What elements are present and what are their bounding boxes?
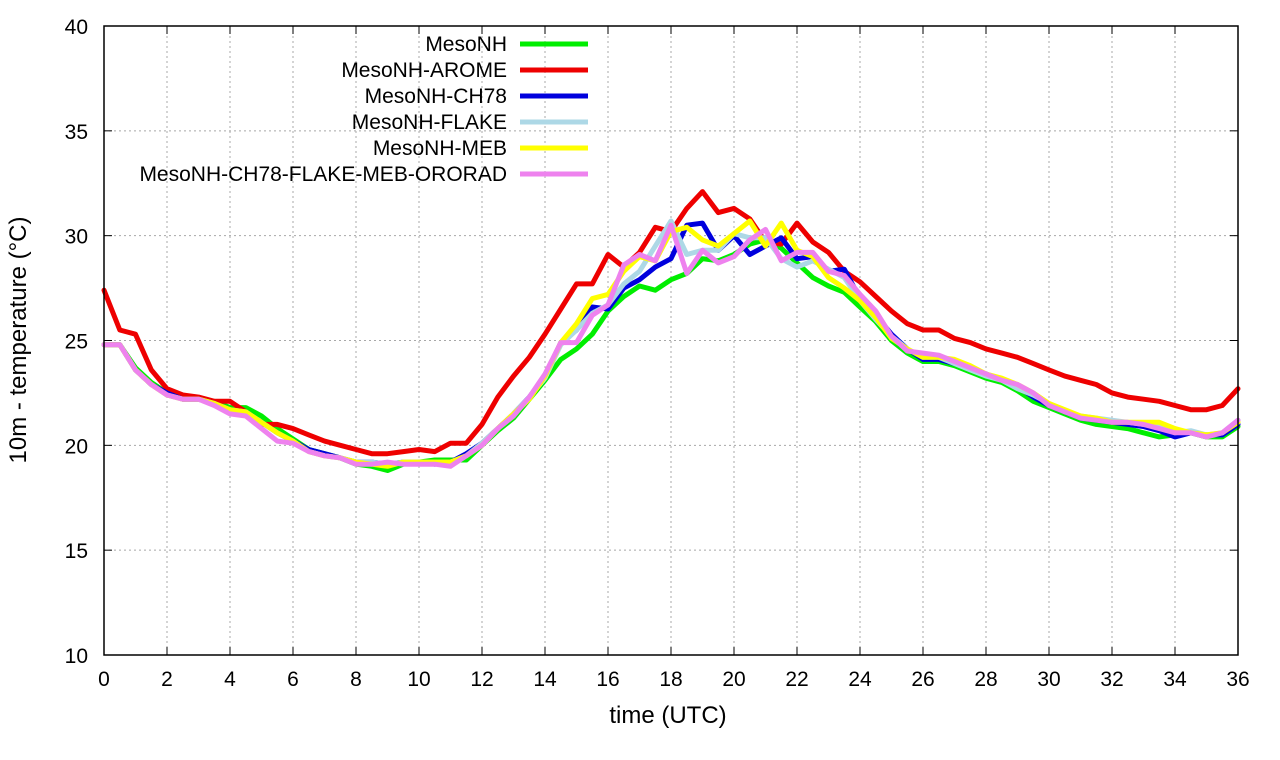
legend-label-0: MesoNH [425, 33, 507, 56]
y-tick-label: 35 [65, 121, 88, 144]
x-tick-label: 6 [287, 668, 299, 691]
axis-ticks: 0 2 4 6 8 10 12 14 16 18 20 22 24 26 28 30 32 34 361015202… [65, 16, 1250, 691]
x-tick-label: 36 [1226, 668, 1249, 691]
x-tick-label: 8 [350, 668, 362, 691]
x-tick-label: 0 [98, 668, 110, 691]
grid-lines [104, 26, 1238, 655]
y-tick-label: 25 [65, 331, 88, 354]
y-tick-label: 40 [65, 16, 88, 39]
legend-label-3: MesoNH-FLAKE [352, 111, 507, 134]
y-tick-label: 20 [65, 435, 88, 458]
y-tick-label: 15 [65, 540, 88, 563]
x-tick-label: 10 [407, 668, 430, 691]
x-tick-label: 22 [785, 668, 808, 691]
x-tick-label: 18 [659, 668, 682, 691]
series-lines [101, 189, 1241, 473]
legend: MesoNH MesoNH-AROME MesoNH-CH78 MesoNH-FLAK… [139, 33, 588, 186]
x-tick-label: 30 [1037, 668, 1060, 691]
x-tick-label: 26 [911, 668, 934, 691]
x-tick-label: 12 [470, 668, 493, 691]
y-tick-label: 10 [65, 645, 88, 668]
x-tick-label: 32 [1100, 668, 1123, 691]
x-tick-label: 2 [161, 668, 173, 691]
x-tick-label: 24 [848, 668, 872, 691]
x-tick-label: 16 [596, 668, 619, 691]
legend-label-2: MesoNH-CH78 [365, 85, 507, 108]
x-tick-label: 28 [974, 668, 997, 691]
legend-label-5: MesoNH-CH78-FLAKE-MEB-ORORAD [139, 163, 507, 186]
x-tick-label: 20 [722, 668, 745, 691]
series-line-5 [101, 222, 1241, 469]
x-axis-label: time (UTC) [609, 702, 726, 729]
legend-label-1: MesoNH-AROME [341, 59, 507, 82]
x-tick-label: 14 [533, 668, 557, 691]
x-tick-label: 4 [224, 668, 236, 691]
y-axis-label: 10m - temperature (°C) [5, 217, 32, 464]
x-tick-label: 34 [1163, 668, 1187, 691]
y-tick-label: 30 [65, 226, 88, 249]
legend-label-4: MesoNH-MEB [373, 137, 507, 160]
